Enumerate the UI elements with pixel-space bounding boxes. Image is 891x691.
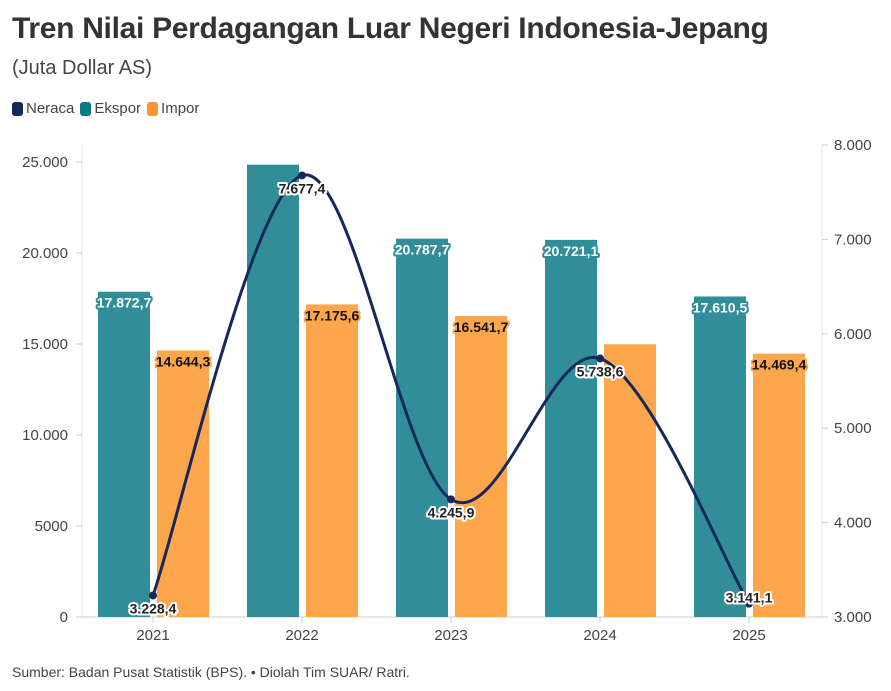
y-right-tick-label: 4.000 <box>834 515 872 532</box>
line-neraca <box>151 173 751 605</box>
source-note: Sumber: Badan Pusat Statistik (BPS). • D… <box>12 664 410 680</box>
bar-label-ekspor: 17.610,5 <box>693 299 748 315</box>
bar-label-impor: 16.541,7 <box>454 319 509 335</box>
bar-label-impor: 17.175,6 <box>305 307 360 323</box>
x-tick-label: 2023 <box>434 627 467 644</box>
bar-label-ekspor: 20.787,7 <box>395 242 450 258</box>
x-tick-label: 2025 <box>732 627 765 644</box>
point-neraca <box>149 591 157 600</box>
bar-ekspor <box>396 238 448 617</box>
legend: Neraca Ekspor Impor <box>12 100 199 117</box>
legend-label: Ekspor <box>94 100 142 117</box>
point-label-neraca: 3.141,1 <box>726 590 773 606</box>
point-neraca <box>745 599 753 608</box>
y-left-tick-label: 10.000 <box>22 427 68 444</box>
y-left-tick-label: 25.000 <box>22 154 68 171</box>
point-label-neraca: 4.245,9 <box>428 504 475 520</box>
y-left-tick-label: 5000 <box>35 518 68 535</box>
bar-label-ekspor: 20.721,1 <box>544 243 599 259</box>
point-neraca <box>298 171 306 180</box>
legend-label: Impor <box>161 100 200 117</box>
legend-item-neraca[interactable]: Neraca <box>12 100 74 117</box>
point-label-neraca: 7.677,4 <box>279 180 326 196</box>
x-tick-label: 2022 <box>285 627 318 644</box>
legend-swatch <box>12 101 23 116</box>
bar-ekspor <box>694 296 746 617</box>
bar-impor <box>306 304 358 617</box>
bar-label-impor: 14.469,4 <box>752 357 807 373</box>
chart-subtitle: (Juta Dollar AS) <box>12 57 153 79</box>
legend-item-impor[interactable]: Impor <box>147 100 199 117</box>
bar-impor <box>753 353 805 617</box>
y-right-tick-label: 3.000 <box>834 609 872 626</box>
y-right-tick-label: 5.000 <box>834 420 872 437</box>
x-tick-label: 2021 <box>136 627 169 644</box>
point-neraca <box>447 495 455 504</box>
y-left-tick-label: 15.000 <box>22 336 68 353</box>
bar-label-impor: 14.644,3 <box>156 353 211 369</box>
bar-impor <box>604 344 656 617</box>
y-right-tick-label: 6.000 <box>834 326 872 343</box>
point-neraca <box>596 354 604 363</box>
bar-ekspor <box>545 239 597 617</box>
y-right-tick-label: 8.000 <box>834 137 872 154</box>
chart-title: Tren Nilai Perdagangan Luar Negeri Indon… <box>12 12 769 45</box>
bar-label-ekspor: 17.872,7 <box>97 295 152 311</box>
bar-ekspor <box>247 164 299 617</box>
x-tick-label: 2024 <box>583 627 616 644</box>
bar-impor <box>455 315 507 617</box>
y-right-tick-label: 7.000 <box>834 231 872 248</box>
point-label-neraca: 5.738,6 <box>577 363 624 379</box>
bar-impor <box>157 350 209 617</box>
point-label-neraca: 3.228,4 <box>130 600 177 616</box>
y-left-tick-label: 0 <box>60 609 68 626</box>
legend-swatch <box>80 101 92 116</box>
legend-label: Neraca <box>26 100 75 117</box>
legend-item-ekspor[interactable]: Ekspor <box>80 100 141 117</box>
bar-ekspor <box>98 291 150 617</box>
y-left-tick-label: 20.000 <box>22 245 68 262</box>
legend-swatch <box>147 101 159 116</box>
